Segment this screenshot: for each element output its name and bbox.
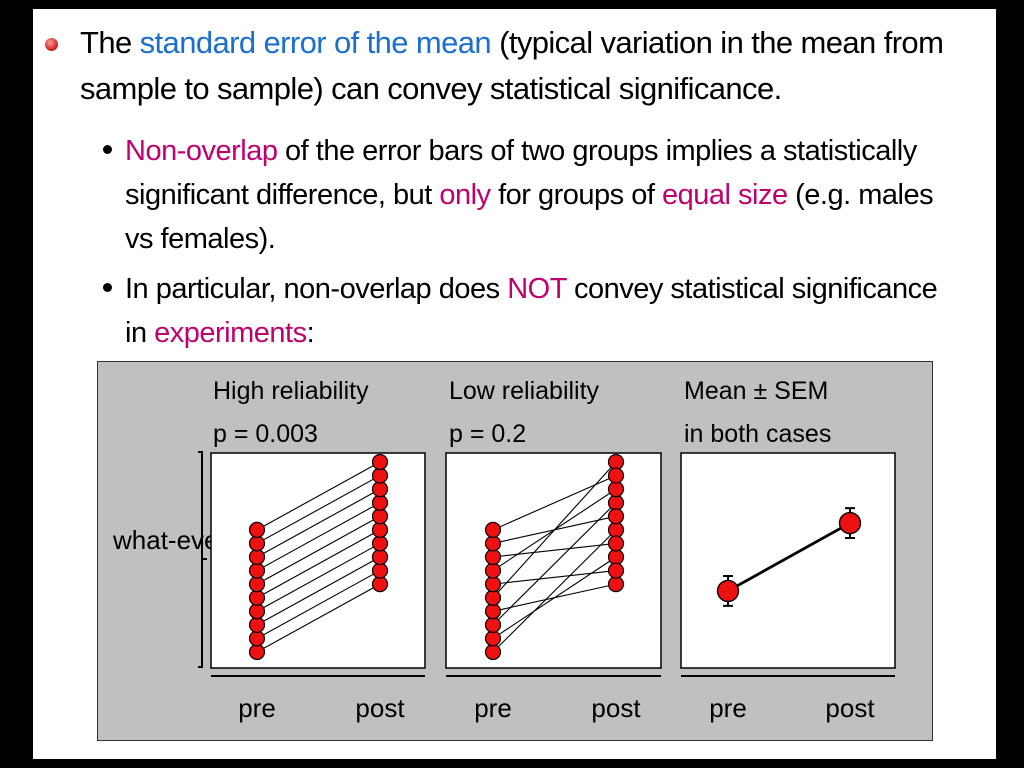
panel-1-post-point-9 <box>371 467 389 484</box>
panel-1-pre-point-4 <box>248 603 266 620</box>
panel-1-pre-point-7 <box>248 562 266 579</box>
panel-2-plot <box>484 453 625 661</box>
panel-1-post-point-8 <box>371 481 389 498</box>
panel-2-post-point-8 <box>607 535 625 552</box>
panel-2-subtitle: p = 0.2 <box>449 420 526 448</box>
panel-1-x-tick-pre: pre <box>238 693 276 723</box>
panel-2-pair-line-9 <box>492 515 617 544</box>
panel-1-pre-point-5 <box>248 589 266 606</box>
highlight-non-overlap: Non-overlap <box>125 135 278 167</box>
panel-1-title: High reliability <box>213 377 369 405</box>
sub-bullet-dot <box>103 145 112 154</box>
panel-2-pre-point-4 <box>484 603 502 620</box>
panel-2-x-tick-pre: pre <box>474 693 512 723</box>
panel-2-pre-point-10 <box>484 521 502 538</box>
panel-1-pair-line-8 <box>256 488 381 558</box>
panel-1-pre-point-3 <box>248 616 266 633</box>
highlight-equal-size: equal size <box>661 179 788 211</box>
panel-3-subtitle: in both cases <box>684 420 831 448</box>
figure-svg: what-ever High reliability p = 0.003 pre… <box>112 377 896 723</box>
bullet-dot <box>45 38 58 51</box>
bullet-1: The standard error of the mean (typical … <box>80 25 944 106</box>
panel-2-pre-point-7 <box>484 562 502 579</box>
panel-2-post-point-5 <box>607 453 625 471</box>
panel-2-pair-line-8 <box>492 542 617 558</box>
y-axis-bracket <box>198 451 203 668</box>
panel-1-post-point-1 <box>371 576 389 593</box>
panel-1-frame <box>210 452 426 669</box>
panel-1-post-point-2 <box>371 562 389 579</box>
panel-1-post-point-5 <box>371 521 389 538</box>
panel-2-post-point-3 <box>607 494 625 511</box>
panel-2-pre-point-3 <box>484 616 502 633</box>
panel-2-post-point-7 <box>607 481 625 498</box>
y-axis-label: what-ever <box>112 525 227 555</box>
panel-2-pair-line-6 <box>492 570 617 585</box>
panel-1-pair-line-6 <box>256 515 381 585</box>
panel-2-pair-line-3 <box>492 502 617 626</box>
figure: what-ever High reliability p = 0.003 pre… <box>97 361 933 741</box>
panel-3-mean-line <box>727 521 851 593</box>
panel-1-subtitle: p = 0.003 <box>213 420 318 448</box>
panel-1-pair-line-10 <box>256 461 381 531</box>
highlight-only: only <box>439 179 491 211</box>
highlight-not: NOT <box>507 273 567 305</box>
panel-2-x-tick-post: post <box>591 693 641 723</box>
panel-1-pre-point-10 <box>248 521 266 538</box>
sub-bullet-dot <box>103 283 112 292</box>
panel-2-title: Low reliability <box>449 377 600 405</box>
panel-1-pair-line-3 <box>256 556 381 626</box>
panel-2-post-point-4 <box>607 576 625 593</box>
panel-2-pre-point-9 <box>484 535 502 552</box>
panel-1-pre-point-8 <box>248 548 266 566</box>
panel-1-pair-line-7 <box>256 502 381 572</box>
panel-1-x-tick-post: post <box>355 693 405 723</box>
panel-1-pre-point-9 <box>248 535 266 552</box>
panel-2-pre-point-6 <box>484 576 502 593</box>
panel-2-pre-point-8 <box>484 548 502 566</box>
sub-bullet-2: In particular, non-overlap does NOT conv… <box>125 273 938 349</box>
panel-1-pair-line-2 <box>256 570 381 639</box>
panel-1-post-point-3 <box>371 548 389 566</box>
panel-2-pair-line-1 <box>492 529 617 653</box>
panel-3-plot <box>716 507 862 607</box>
panel-3-mean-point-1 <box>716 579 740 603</box>
panel-1-pre-point-2 <box>248 630 266 647</box>
panel-1-post-point-6 <box>371 508 389 525</box>
panel-1-pair-line-1 <box>256 583 381 653</box>
panel-1-plot <box>248 453 389 661</box>
panel-1-pair-line-5 <box>256 529 381 599</box>
panel-2-post-point-2 <box>607 548 625 566</box>
panel-2-pair-line-4 <box>492 583 617 612</box>
panel-2-post-point-9 <box>607 508 625 525</box>
panel-1-post-point-10 <box>371 453 389 471</box>
panel-1-pre-point-6 <box>248 576 266 593</box>
highlight-experiments: experiments <box>154 317 307 349</box>
panel-3-x-tick-pre: pre <box>709 693 747 723</box>
panel-3-mean-point-2 <box>838 511 862 535</box>
panel-3-title: Mean ± SEM <box>684 377 828 405</box>
panel-2-post-point-6 <box>607 562 625 579</box>
panel-1-pair-line-9 <box>256 475 381 544</box>
panel-1-pre-point-1 <box>248 643 266 661</box>
panel-2-post-point-10 <box>607 467 625 484</box>
panel-2-pre-point-5 <box>484 589 502 606</box>
panel-2-post-point-1 <box>607 521 625 538</box>
panel-1-post-point-7 <box>371 494 389 511</box>
sub-bullet-1: Non-overlap of the error bars of two gro… <box>125 135 934 255</box>
panel-1-pair-line-4 <box>256 542 381 612</box>
slide: The standard error of the mean (typical … <box>33 9 996 759</box>
panel-2-frame <box>445 452 662 669</box>
panel-2-pair-line-10 <box>492 475 617 531</box>
panel-3-x-tick-post: post <box>825 693 875 723</box>
panel-2-pre-point-2 <box>484 630 502 647</box>
panel-1-post-point-4 <box>371 535 389 552</box>
panel-2-pre-point-1 <box>484 643 502 661</box>
highlight-standard-error: standard error of the mean <box>139 25 492 60</box>
panel-3-frame <box>680 452 896 669</box>
